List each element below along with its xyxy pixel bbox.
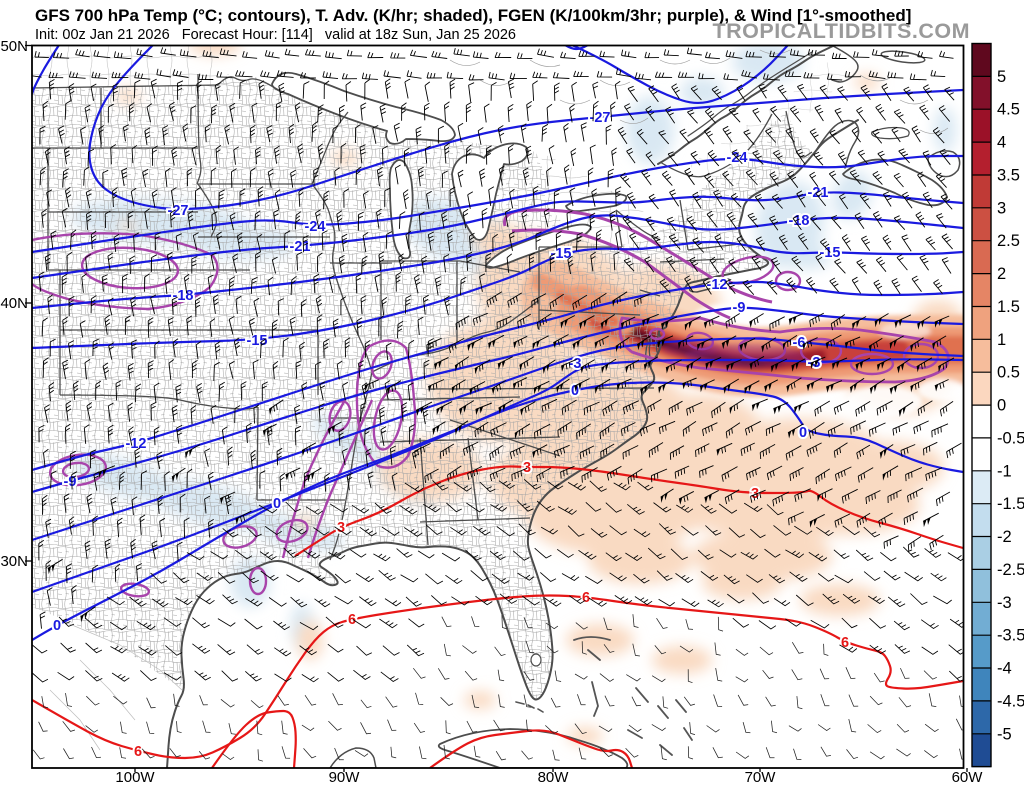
svg-text:0: 0	[273, 496, 281, 512]
svg-text:-5: -5	[997, 725, 1012, 743]
svg-text:-3: -3	[808, 355, 821, 371]
svg-text:6: 6	[582, 590, 590, 606]
svg-text:6: 6	[348, 612, 356, 628]
svg-text:-12: -12	[707, 277, 728, 293]
svg-text:-9: -9	[733, 300, 746, 316]
svg-text:4.5: 4.5	[997, 101, 1020, 119]
svg-text:-0.5: -0.5	[997, 429, 1024, 447]
svg-text:0.5: 0.5	[997, 364, 1020, 382]
svg-text:30N: 30N	[0, 553, 28, 570]
svg-text:-4: -4	[997, 660, 1012, 678]
svg-text:-1.5: -1.5	[997, 495, 1024, 513]
svg-text:1.5: 1.5	[997, 298, 1020, 316]
svg-text:-1: -1	[997, 462, 1012, 480]
svg-text:60W: 60W	[952, 769, 984, 786]
svg-text:-21: -21	[290, 239, 311, 255]
svg-text:-15: -15	[247, 333, 268, 349]
svg-text:40N: 40N	[0, 295, 28, 312]
svg-text:100W: 100W	[115, 769, 155, 786]
svg-text:4: 4	[997, 134, 1006, 152]
svg-text:3: 3	[337, 520, 345, 536]
svg-text:5: 5	[997, 68, 1006, 86]
svg-text:90W: 90W	[329, 769, 361, 786]
svg-text:-12: -12	[126, 436, 147, 452]
svg-text:80W: 80W	[538, 769, 570, 786]
svg-text:1: 1	[997, 331, 1006, 349]
svg-text:-18: -18	[789, 213, 810, 229]
svg-text:3.5: 3.5	[997, 167, 1020, 185]
svg-text:0: 0	[571, 383, 579, 399]
svg-text:Init: 00z Jan 21 2026 Foreca: Init: 00z Jan 21 2026 Forecast Hour: [11…	[35, 27, 516, 43]
svg-text:TROPICALTIDBITS.COM: TROPICALTIDBITS.COM	[712, 19, 970, 43]
svg-text:-3.5: -3.5	[997, 627, 1024, 645]
svg-text:3: 3	[997, 199, 1006, 217]
svg-text:-27: -27	[590, 110, 611, 126]
svg-text:2.5: 2.5	[997, 232, 1020, 250]
svg-text:-3: -3	[997, 594, 1012, 612]
svg-text:-15: -15	[820, 245, 841, 261]
svg-text:-21: -21	[808, 185, 829, 201]
svg-text:-3: -3	[569, 356, 582, 372]
svg-text:-4.5: -4.5	[997, 692, 1024, 710]
svg-text:-6: -6	[793, 335, 806, 351]
svg-text:-2: -2	[997, 528, 1012, 546]
svg-text:6: 6	[841, 635, 849, 651]
svg-text:6: 6	[134, 744, 142, 760]
svg-text:0: 0	[799, 425, 807, 441]
svg-text:2: 2	[997, 265, 1006, 283]
svg-text:GFS 700 hPa Temp (°C; contours: GFS 700 hPa Temp (°C; contours), T. Adv.…	[35, 6, 911, 25]
svg-text:70W: 70W	[745, 769, 777, 786]
svg-text:50N: 50N	[0, 38, 28, 55]
svg-text:-15: -15	[551, 246, 572, 262]
svg-text:0: 0	[997, 397, 1006, 415]
svg-text:-2.5: -2.5	[997, 561, 1024, 579]
svg-text:0: 0	[53, 618, 61, 634]
svg-text:-24: -24	[305, 219, 326, 235]
